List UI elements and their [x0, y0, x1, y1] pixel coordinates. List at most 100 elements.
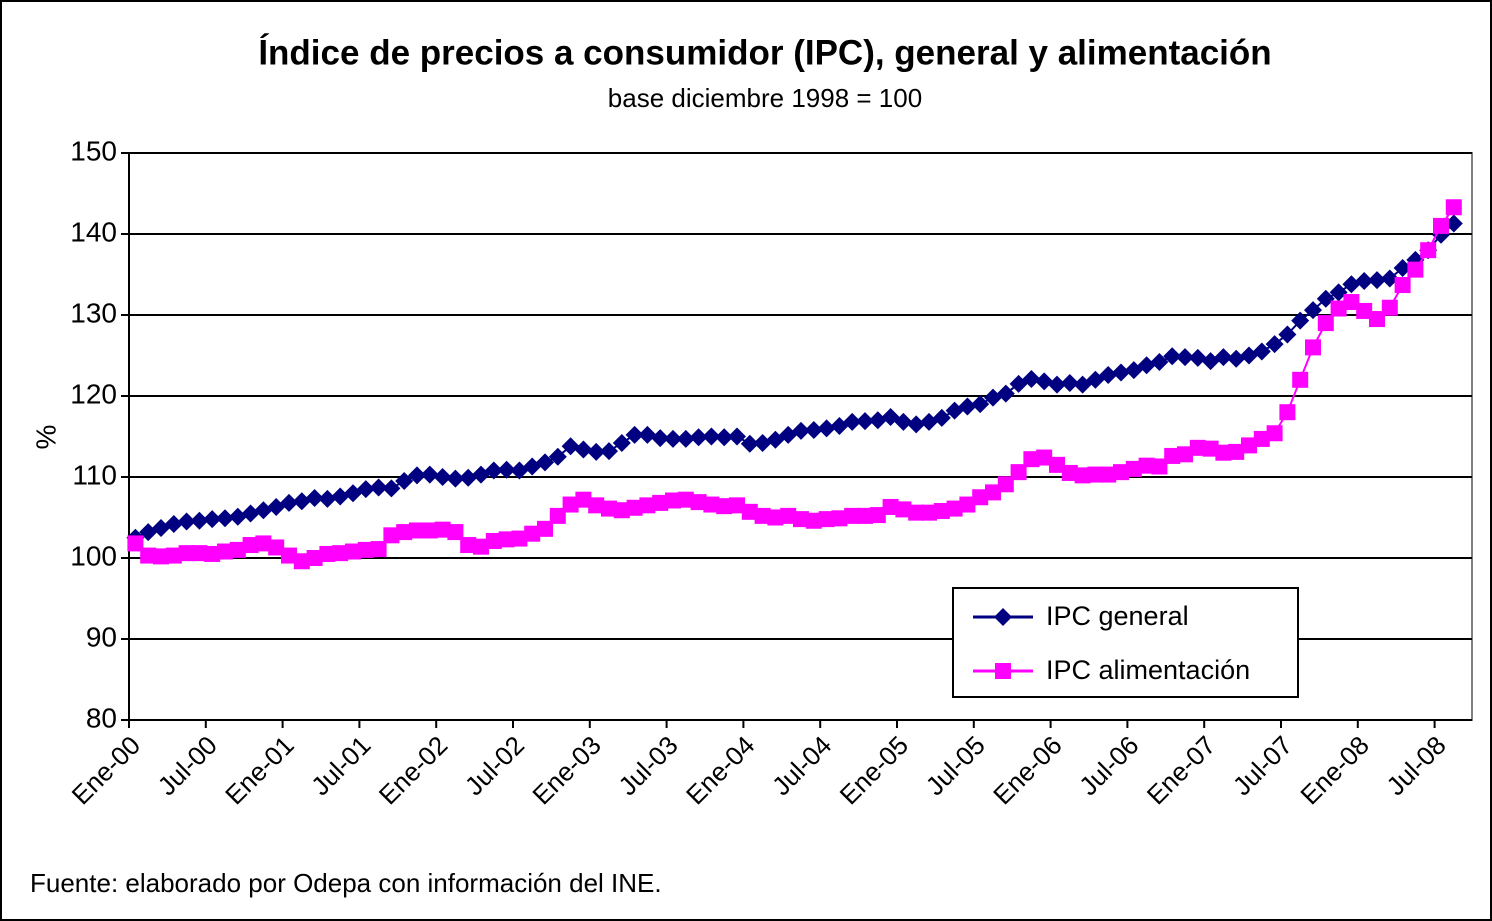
data-point [396, 524, 413, 541]
data-point [318, 489, 337, 508]
data-point [754, 507, 771, 524]
data-point [1241, 437, 1257, 454]
data-point [958, 397, 977, 416]
data-point [612, 433, 631, 452]
data-point [639, 497, 656, 514]
data-point [792, 421, 810, 440]
data-point [959, 496, 976, 513]
data-point [895, 501, 912, 518]
data-point [588, 497, 605, 514]
data-point [856, 412, 874, 431]
data-point [1278, 325, 1297, 344]
data-point [676, 429, 695, 448]
data-point [933, 503, 950, 520]
data-point [729, 497, 745, 514]
data-point [1035, 372, 1054, 391]
data-point [843, 412, 862, 431]
data-point [345, 543, 361, 560]
data-point [882, 498, 899, 515]
data-point [228, 507, 247, 526]
data-point [804, 421, 823, 440]
data-point [715, 428, 734, 447]
y-tick-label: 120 [70, 378, 117, 409]
data-point [716, 498, 733, 515]
data-point [1444, 214, 1463, 233]
data-point [1252, 342, 1271, 361]
data-point [254, 501, 273, 520]
data-point [1163, 347, 1182, 366]
data-point [268, 539, 285, 556]
data-point [857, 507, 873, 524]
data-point [1420, 242, 1437, 259]
data-point [511, 530, 528, 547]
data-point [689, 428, 708, 447]
data-point [281, 547, 297, 564]
chart-subtitle: base diciembre 1998 = 100 [608, 83, 922, 113]
data-point [1188, 348, 1207, 367]
data-point [1010, 464, 1027, 481]
data-point [703, 496, 720, 513]
data-point [140, 547, 157, 564]
data-point [177, 512, 196, 531]
data-point [1177, 446, 1193, 463]
data-point [127, 535, 144, 552]
data-point [1189, 439, 1206, 456]
data-point [753, 433, 772, 452]
data-point [369, 478, 388, 497]
data-point [1342, 275, 1361, 294]
data-point [651, 429, 670, 448]
data-point [1214, 348, 1233, 367]
legend-marker [995, 663, 1011, 679]
data-point [382, 479, 401, 498]
data-point [1304, 301, 1322, 320]
data-point [1176, 348, 1194, 367]
data-point [600, 442, 618, 461]
data-point [357, 541, 374, 558]
data-point [818, 511, 835, 528]
data-point [767, 509, 784, 526]
legend-marker [994, 608, 1012, 626]
data-point [946, 500, 963, 517]
data-point [203, 510, 222, 529]
data-point [1433, 217, 1449, 234]
data-point [433, 468, 452, 486]
data-point [677, 491, 694, 508]
legend-label: IPC general [1046, 601, 1189, 631]
data-point [229, 541, 246, 558]
data-point [1393, 259, 1412, 278]
data-point [331, 487, 350, 506]
data-point [1023, 451, 1040, 468]
data-point [844, 507, 861, 524]
data-point [434, 521, 451, 538]
data-point [524, 525, 541, 542]
data-point [305, 489, 324, 508]
data-point [280, 493, 298, 512]
data-point [652, 494, 669, 511]
data-point [164, 514, 183, 533]
data-point [638, 425, 657, 444]
data-point [702, 427, 721, 446]
data-point [561, 437, 580, 456]
data-point [996, 384, 1015, 403]
data-point [1317, 315, 1334, 332]
data-point [664, 429, 682, 448]
data-point [356, 480, 375, 499]
data-point [1215, 444, 1232, 461]
data-point [1445, 199, 1462, 216]
data-point [1022, 369, 1041, 388]
data-point [421, 522, 438, 539]
data-point [985, 484, 1001, 501]
data-point [370, 541, 387, 558]
data-point [395, 472, 414, 491]
data-point [1330, 300, 1347, 317]
data-point [1099, 365, 1118, 384]
data-point [1164, 447, 1181, 464]
data-point [971, 395, 990, 414]
data-point [1279, 404, 1296, 421]
data-point [613, 502, 630, 519]
data-point [1061, 464, 1078, 481]
data-point [780, 507, 797, 524]
data-point [831, 510, 848, 527]
data-point [587, 442, 606, 461]
